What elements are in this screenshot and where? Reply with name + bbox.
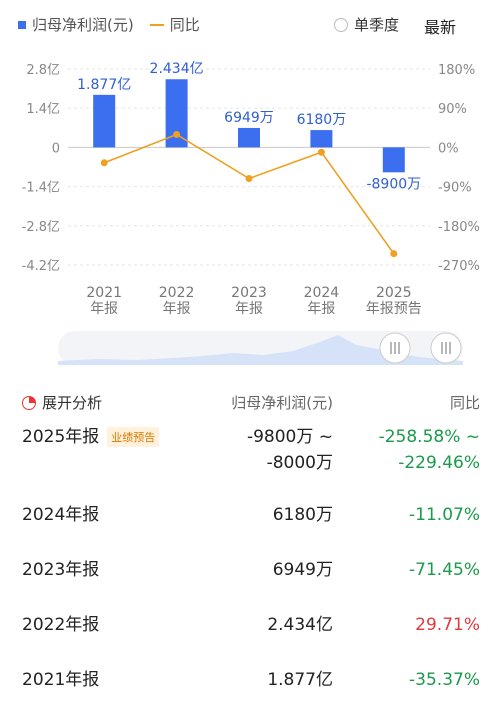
- bar-data-label: 6949万: [224, 110, 274, 126]
- profit-bar: [238, 127, 260, 148]
- table-header: 展开分析 归母净利润(元) 同比: [0, 384, 500, 424]
- x-axis-tick-label: 2024: [304, 285, 340, 301]
- quarter-toggle[interactable]: 单季度: [334, 14, 399, 35]
- radio-circle-icon[interactable]: [334, 17, 348, 32]
- x-axis-tick-label: 2023: [231, 285, 267, 301]
- row-value: 6949万: [272, 560, 333, 580]
- left-axis-tick-label: 0: [52, 141, 60, 156]
- row-year-label: 2025年报: [22, 427, 100, 447]
- bar-data-label: 1.877亿: [77, 77, 131, 93]
- profit-bar: [310, 130, 333, 148]
- forecast-badge: 业绩预告: [107, 427, 160, 447]
- right-axis-tick-label: -180%: [438, 220, 480, 235]
- row-year: 2021年报: [22, 667, 99, 693]
- row-value: 2.434亿: [267, 615, 333, 635]
- left-axis-tick-label: 1.4亿: [26, 102, 60, 117]
- yoy-point: [100, 159, 108, 167]
- right-axis-tick-label: 90%: [438, 102, 467, 117]
- bar-data-label: 6180万: [297, 112, 347, 128]
- range-slider[interactable]: [58, 331, 463, 365]
- row-year: 2022年报: [22, 612, 99, 638]
- bar-legend-swatch: [18, 20, 26, 29]
- bar-legend-label: 归母净利润(元): [32, 16, 134, 34]
- slider-preview-area: [58, 335, 463, 365]
- slider-left-handle[interactable]: [379, 332, 411, 364]
- expand-analysis-label: 展开分析: [42, 394, 103, 412]
- row-year-label: 2022年报: [22, 615, 100, 635]
- chart-legend: 归母净利润(元) 同比: [18, 14, 200, 35]
- profit-bar: [382, 147, 405, 173]
- row-yoy: -11.07%: [409, 505, 480, 525]
- right-axis-tick-label: -270%: [438, 259, 480, 274]
- row-yoy: -35.37%: [409, 670, 480, 690]
- line-legend-swatch: [149, 23, 164, 26]
- expand-analysis-button[interactable]: 展开分析: [22, 392, 102, 413]
- x-axis-tick-label: 年报: [163, 301, 191, 317]
- table-body: 2025年报 业绩预告 -9800万 ~ -8000万 -258.58% ~ -229.4…: [0, 424, 500, 722]
- yoy-point: [317, 148, 325, 156]
- row-yoy: -258.58% ~ -229.46%: [378, 427, 480, 473]
- yoy-line: [103, 133, 395, 255]
- x-axis-tick-label: 2025: [376, 285, 412, 301]
- row-year-label: 2023年报: [22, 560, 100, 580]
- slider-right-handle[interactable]: [430, 332, 462, 364]
- profit-bar: [165, 79, 188, 148]
- quarter-toggle-label: 单季度: [354, 16, 400, 34]
- left-axis-tick-label: 2.8亿: [26, 63, 60, 78]
- table-row[interactable]: 2024年报 6180万 -11.07%: [0, 502, 500, 557]
- row-year: 2024年报: [22, 502, 99, 528]
- yoy-point: [390, 250, 398, 258]
- x-axis-tick-label: 2022: [159, 285, 195, 301]
- row-year-label: 2024年报: [22, 505, 100, 525]
- row-value: 6180万: [272, 505, 333, 525]
- row-year: 2025年报 业绩预告: [22, 424, 160, 450]
- table-row[interactable]: 2025年报 业绩预告 -9800万 ~ -8000万 -258.58% ~ -229.4…: [0, 424, 500, 502]
- row-value: -9800万 ~ -8000万: [246, 427, 333, 473]
- yoy-column-header: 同比: [449, 394, 480, 412]
- value-column-header: 归母净利润(元): [231, 394, 333, 412]
- yoy-point: [173, 130, 181, 138]
- table-row[interactable]: 2023年报 6949万 -71.45%: [0, 557, 500, 612]
- analysis-table: 展开分析 归母净利润(元) 同比 2025年报 业绩预告 -9800万 ~ -8000…: [0, 384, 500, 722]
- pie-chart-icon: [22, 395, 36, 410]
- bar-data-label: -8900万: [366, 176, 421, 192]
- row-yoy: 29.71%: [415, 615, 480, 635]
- x-axis-tick-label: 年报: [307, 301, 335, 317]
- right-axis-tick-label: 180%: [438, 63, 475, 78]
- profit-chart: 2.8亿 1.4亿 0 -1.4亿 -2.8亿 -4.2亿 180% 90% 0% -90% -18…: [22, 61, 480, 317]
- row-year-label: 2021年报: [22, 670, 100, 690]
- bar-data-label: 2.434亿: [150, 61, 204, 77]
- right-axis-tick-label: 0%: [438, 141, 459, 156]
- x-axis-tick-label: 年报预告: [366, 301, 422, 317]
- left-axis-tick-label: -1.4亿: [22, 181, 60, 196]
- left-axis-tick-label: -4.2亿: [22, 259, 60, 274]
- row-yoy: -71.45%: [409, 560, 480, 580]
- left-axis-tick-label: -2.8亿: [22, 220, 60, 235]
- yoy-point: [245, 175, 253, 183]
- x-axis-tick-label: 年报: [235, 301, 263, 317]
- x-axis-tick-label: 年报: [90, 301, 118, 317]
- row-year: 2023年报: [22, 557, 99, 583]
- right-axis-tick-label: -90%: [438, 181, 472, 196]
- latest-button[interactable]: 最新: [424, 18, 457, 37]
- profit-bar: [93, 94, 116, 148]
- table-row[interactable]: 2021年报 1.877亿 -35.37%: [0, 667, 500, 722]
- row-value: 1.877亿: [267, 670, 333, 690]
- x-axis-tick-label: 2021: [86, 285, 122, 301]
- line-legend-label: 同比: [169, 16, 200, 34]
- table-row[interactable]: 2022年报 2.434亿 29.71%: [0, 612, 500, 667]
